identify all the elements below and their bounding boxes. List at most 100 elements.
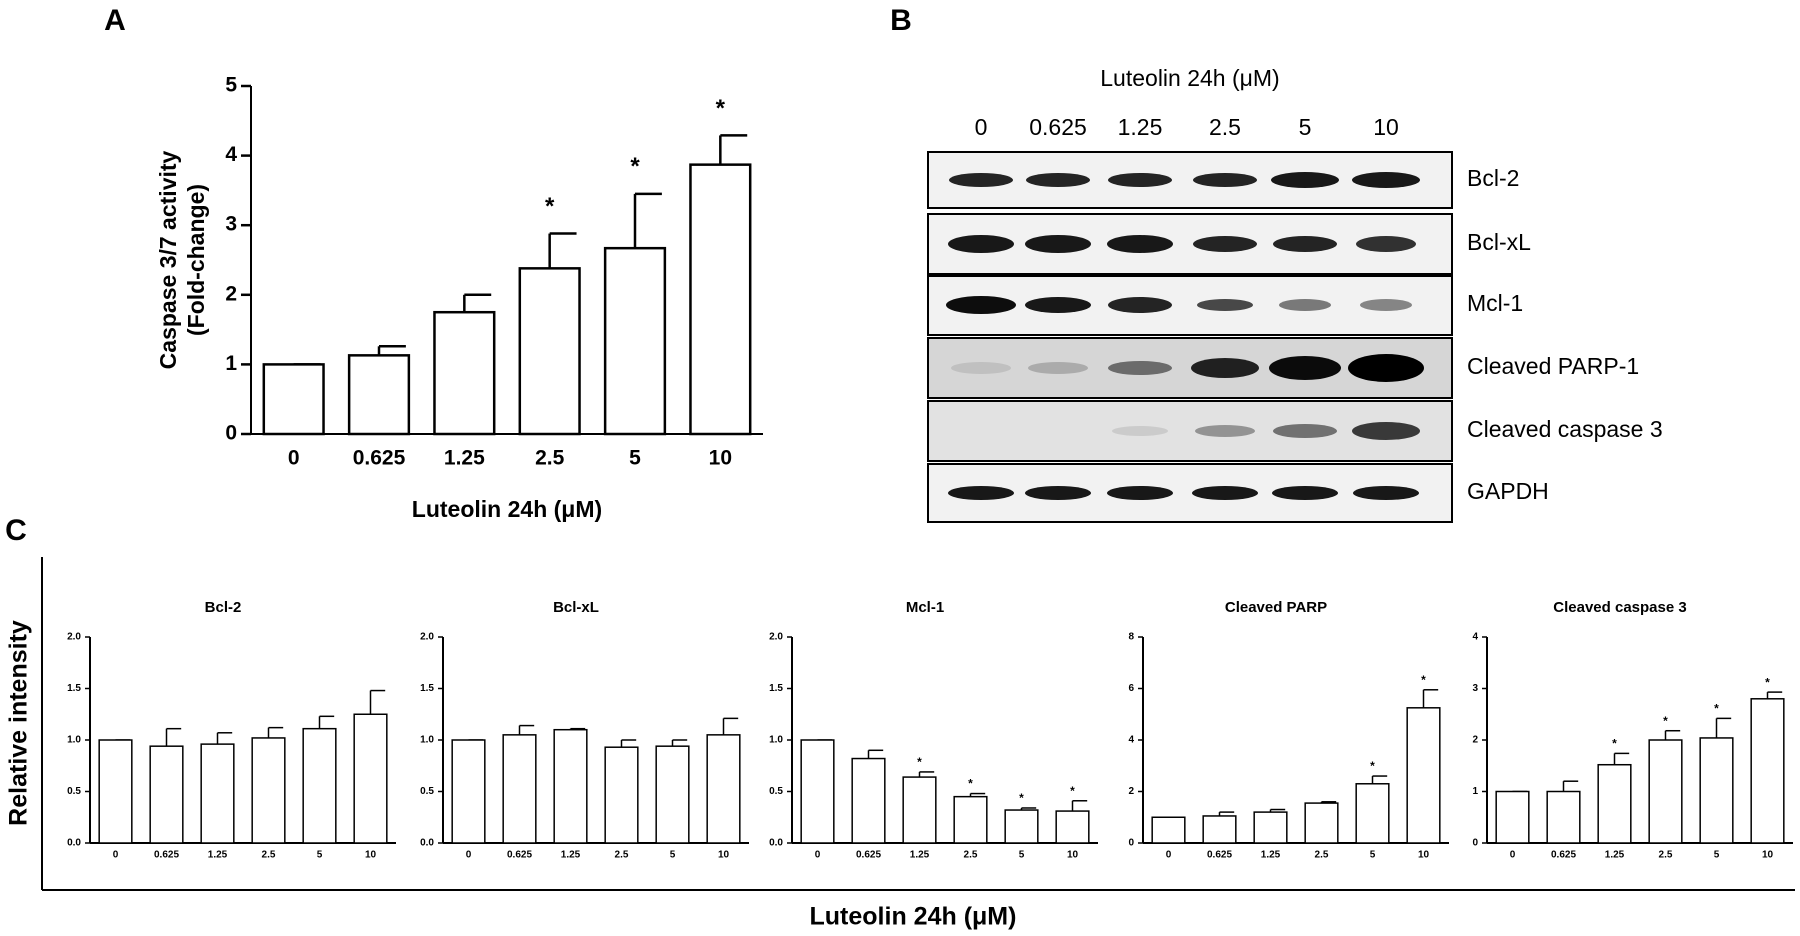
x-tick-label: 5 bbox=[629, 447, 641, 470]
band bbox=[1108, 173, 1172, 187]
x-tick-label: 0 bbox=[113, 850, 119, 861]
x-tick-label: 0.625 bbox=[856, 850, 881, 861]
bar bbox=[604, 746, 639, 844]
bar bbox=[451, 739, 486, 844]
bar bbox=[1546, 790, 1581, 844]
lane-label: 5 bbox=[1299, 114, 1312, 140]
bar bbox=[1202, 815, 1237, 844]
band bbox=[1193, 173, 1257, 187]
significance-mark: * bbox=[1370, 759, 1375, 773]
band bbox=[1025, 486, 1091, 500]
x-tick-label: 5 bbox=[1370, 850, 1376, 861]
x-tick-label: 2.5 bbox=[535, 447, 565, 470]
bar bbox=[706, 734, 741, 844]
y-tick-label: 8 bbox=[1128, 632, 1134, 643]
y-tick-label: 0.5 bbox=[420, 786, 434, 797]
bar bbox=[1055, 810, 1090, 844]
x-tick-label: 10 bbox=[365, 850, 377, 861]
x-tick-label: 1.25 bbox=[444, 447, 485, 470]
significance-mark: * bbox=[1714, 702, 1719, 716]
lane-label: 0 bbox=[975, 114, 988, 140]
row-label: Bcl-xL bbox=[1467, 229, 1531, 255]
significance-mark: * bbox=[968, 777, 973, 791]
bar bbox=[689, 163, 752, 436]
bar bbox=[262, 363, 325, 436]
y-tick-label: 0 bbox=[1128, 838, 1134, 849]
x-axis-title: Luteolin 24h (μM) bbox=[412, 496, 602, 522]
band bbox=[1353, 486, 1419, 500]
bar bbox=[518, 267, 581, 436]
x-tick-label: 10 bbox=[1762, 850, 1774, 861]
x-tick-label: 5 bbox=[1019, 850, 1025, 861]
bar bbox=[1750, 698, 1785, 844]
band bbox=[1279, 299, 1331, 311]
significance-mark: * bbox=[630, 153, 640, 180]
row-label: Bcl-2 bbox=[1467, 165, 1519, 191]
row-label: Cleaved PARP-1 bbox=[1467, 353, 1639, 379]
band bbox=[1273, 424, 1337, 438]
chart-title: Cleaved caspase 3 bbox=[1553, 599, 1686, 616]
significance-mark: * bbox=[1421, 673, 1426, 687]
y-tick-label: 1.5 bbox=[67, 683, 81, 694]
x-tick-label: 2.5 bbox=[1315, 850, 1329, 861]
y-tick-label: 2.0 bbox=[769, 632, 783, 643]
bands bbox=[946, 172, 1424, 500]
bar bbox=[1355, 783, 1390, 844]
y-axis-title: Caspase 3/7 activity bbox=[155, 150, 181, 369]
significance-mark: * bbox=[545, 193, 555, 220]
y-tick-label: 4 bbox=[225, 143, 237, 166]
band bbox=[1108, 297, 1172, 313]
chart-title: Bcl-xL bbox=[553, 599, 599, 616]
y-tick-label: 3 bbox=[225, 213, 237, 236]
chart-title: Mcl-1 bbox=[906, 599, 944, 616]
x-tick-label: 0 bbox=[815, 850, 821, 861]
band bbox=[1025, 235, 1091, 253]
y-tick-label: 0.0 bbox=[420, 838, 434, 849]
band bbox=[1193, 236, 1257, 252]
x-tick-label: 1.25 bbox=[208, 850, 228, 861]
lane-label: 2.5 bbox=[1209, 114, 1241, 140]
band bbox=[949, 173, 1013, 187]
bar bbox=[149, 745, 184, 844]
x-tick-label: 5 bbox=[1714, 850, 1720, 861]
bar bbox=[502, 734, 537, 844]
x-tick-label: 10 bbox=[718, 850, 730, 861]
y-tick-label: 1 bbox=[225, 352, 237, 375]
y-tick-label: 0 bbox=[225, 422, 237, 445]
significance-mark: * bbox=[1765, 675, 1770, 689]
y-tick-label: 1 bbox=[1472, 786, 1478, 797]
band bbox=[1107, 486, 1173, 500]
band bbox=[948, 235, 1014, 253]
panel-label: C bbox=[5, 514, 27, 547]
x-tick-label: 0.625 bbox=[1551, 850, 1576, 861]
y-tick-label: 0.5 bbox=[769, 786, 783, 797]
bar bbox=[1253, 811, 1288, 844]
chart-title: Cleaved PARP bbox=[1225, 599, 1327, 616]
band bbox=[1348, 354, 1424, 382]
significance-mark: * bbox=[1019, 791, 1024, 805]
band bbox=[1271, 172, 1339, 188]
band bbox=[946, 296, 1016, 314]
y-tick-label: 3 bbox=[1472, 683, 1478, 694]
band bbox=[1107, 235, 1173, 253]
significance-mark: * bbox=[1070, 784, 1075, 798]
x-tick-label: 5 bbox=[317, 850, 323, 861]
bar bbox=[553, 728, 588, 844]
x-tick-label: 0 bbox=[288, 447, 300, 470]
band bbox=[1112, 426, 1168, 436]
y-tick-label: 2 bbox=[1472, 735, 1478, 746]
y-tick-label: 1.0 bbox=[769, 735, 783, 746]
row-label: GAPDH bbox=[1467, 478, 1549, 504]
x-tick-label: 5 bbox=[670, 850, 676, 861]
y-tick-label: 4 bbox=[1128, 735, 1134, 746]
band bbox=[1025, 297, 1091, 313]
bar bbox=[98, 739, 133, 844]
bar bbox=[251, 737, 286, 844]
band bbox=[1352, 422, 1420, 440]
band bbox=[1352, 172, 1420, 188]
significance-mark: * bbox=[917, 755, 922, 769]
band bbox=[1195, 425, 1255, 437]
lane-label: 10 bbox=[1373, 114, 1399, 140]
y-tick-label: 1.5 bbox=[420, 683, 434, 694]
x-tick-label: 1.25 bbox=[1605, 850, 1625, 861]
